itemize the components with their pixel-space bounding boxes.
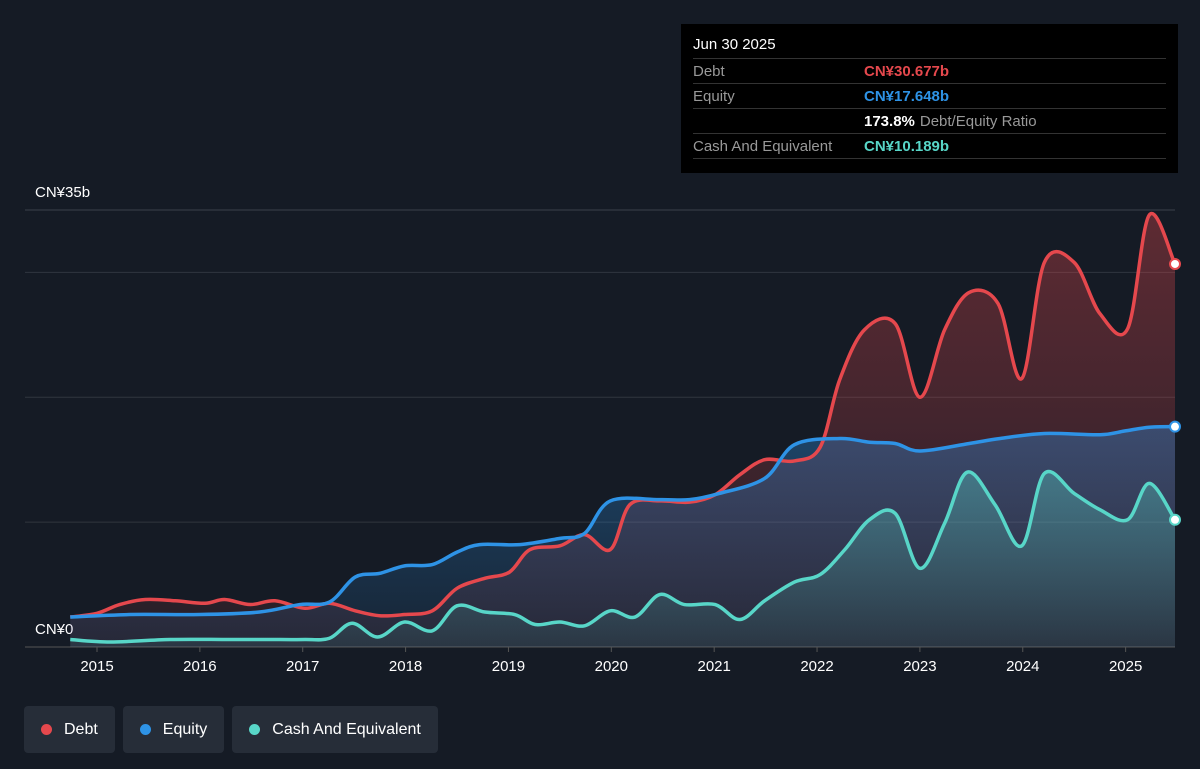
x-tick-label: 2024 xyxy=(1006,658,1039,675)
tooltip-label: Debt xyxy=(693,62,725,80)
line xyxy=(70,469,1177,644)
x-tick-label: 2020 xyxy=(595,658,628,675)
legend-item[interactable]: Cash And Equivalent xyxy=(232,706,438,753)
tooltip-row: Equity CN¥17.648b xyxy=(693,83,1166,108)
y-tick-label: CN¥35b xyxy=(35,184,90,201)
tooltip-value: CN¥10.189b xyxy=(864,137,950,155)
tooltip-value: CN¥17.648b xyxy=(864,87,950,105)
x-tick-label: 2017 xyxy=(286,658,319,675)
line xyxy=(70,211,1177,619)
x-tick-label: 2021 xyxy=(697,658,730,675)
legend-item[interactable]: Equity xyxy=(122,706,225,753)
tooltip: Jun 30 2025 Debt CN¥30.677b Equity CN¥17.6… xyxy=(681,24,1178,173)
tooltip-label: Equity xyxy=(693,87,735,105)
tooltip-row: Debt CN¥30.677b xyxy=(693,58,1166,83)
area xyxy=(70,471,1175,647)
line xyxy=(70,424,1176,619)
tooltip-ratio-label: Debt/Equity Ratio xyxy=(919,112,1037,130)
x-tick-label: 2018 xyxy=(389,658,422,675)
x-tick-label: 2016 xyxy=(183,658,216,675)
end-point xyxy=(1169,513,1181,526)
legend-item[interactable]: Debt xyxy=(24,706,115,753)
tooltip-row: 173.8% Debt/Equity Ratio xyxy=(693,108,1166,133)
tooltip-value: CN¥30.677b xyxy=(864,62,950,80)
x-tick-label: 2015 xyxy=(80,658,113,675)
legend-swatch xyxy=(41,724,52,735)
end-point xyxy=(1169,420,1181,433)
x-tick-label: 2022 xyxy=(800,658,833,675)
legend-label: Equity xyxy=(162,720,208,738)
x-tick-label: 2025 xyxy=(1109,658,1142,675)
legend-label: Cash And Equivalent xyxy=(272,720,421,738)
legend-label: Debt xyxy=(64,720,98,738)
x-tick-label: 2019 xyxy=(492,658,525,675)
tooltip-ratio: 173.8% xyxy=(864,112,915,130)
legend: Debt Equity Cash And Equivalent xyxy=(24,706,438,753)
tooltip-row: Cash And Equivalent CN¥10.189b xyxy=(693,133,1166,159)
legend-swatch xyxy=(139,724,151,735)
legend-swatch xyxy=(249,724,261,735)
y-tick-label: CN¥0 xyxy=(35,621,73,638)
x-tick-label: 2023 xyxy=(903,658,936,675)
tooltip-title: Jun 30 2025 xyxy=(693,36,776,53)
chart: CN¥0 CN¥35b 2015 2016 2017 2018 2019 2020 2021 20… xyxy=(25,184,1181,675)
tooltip-label: Cash And Equivalent xyxy=(693,137,833,155)
end-point xyxy=(1169,257,1181,270)
